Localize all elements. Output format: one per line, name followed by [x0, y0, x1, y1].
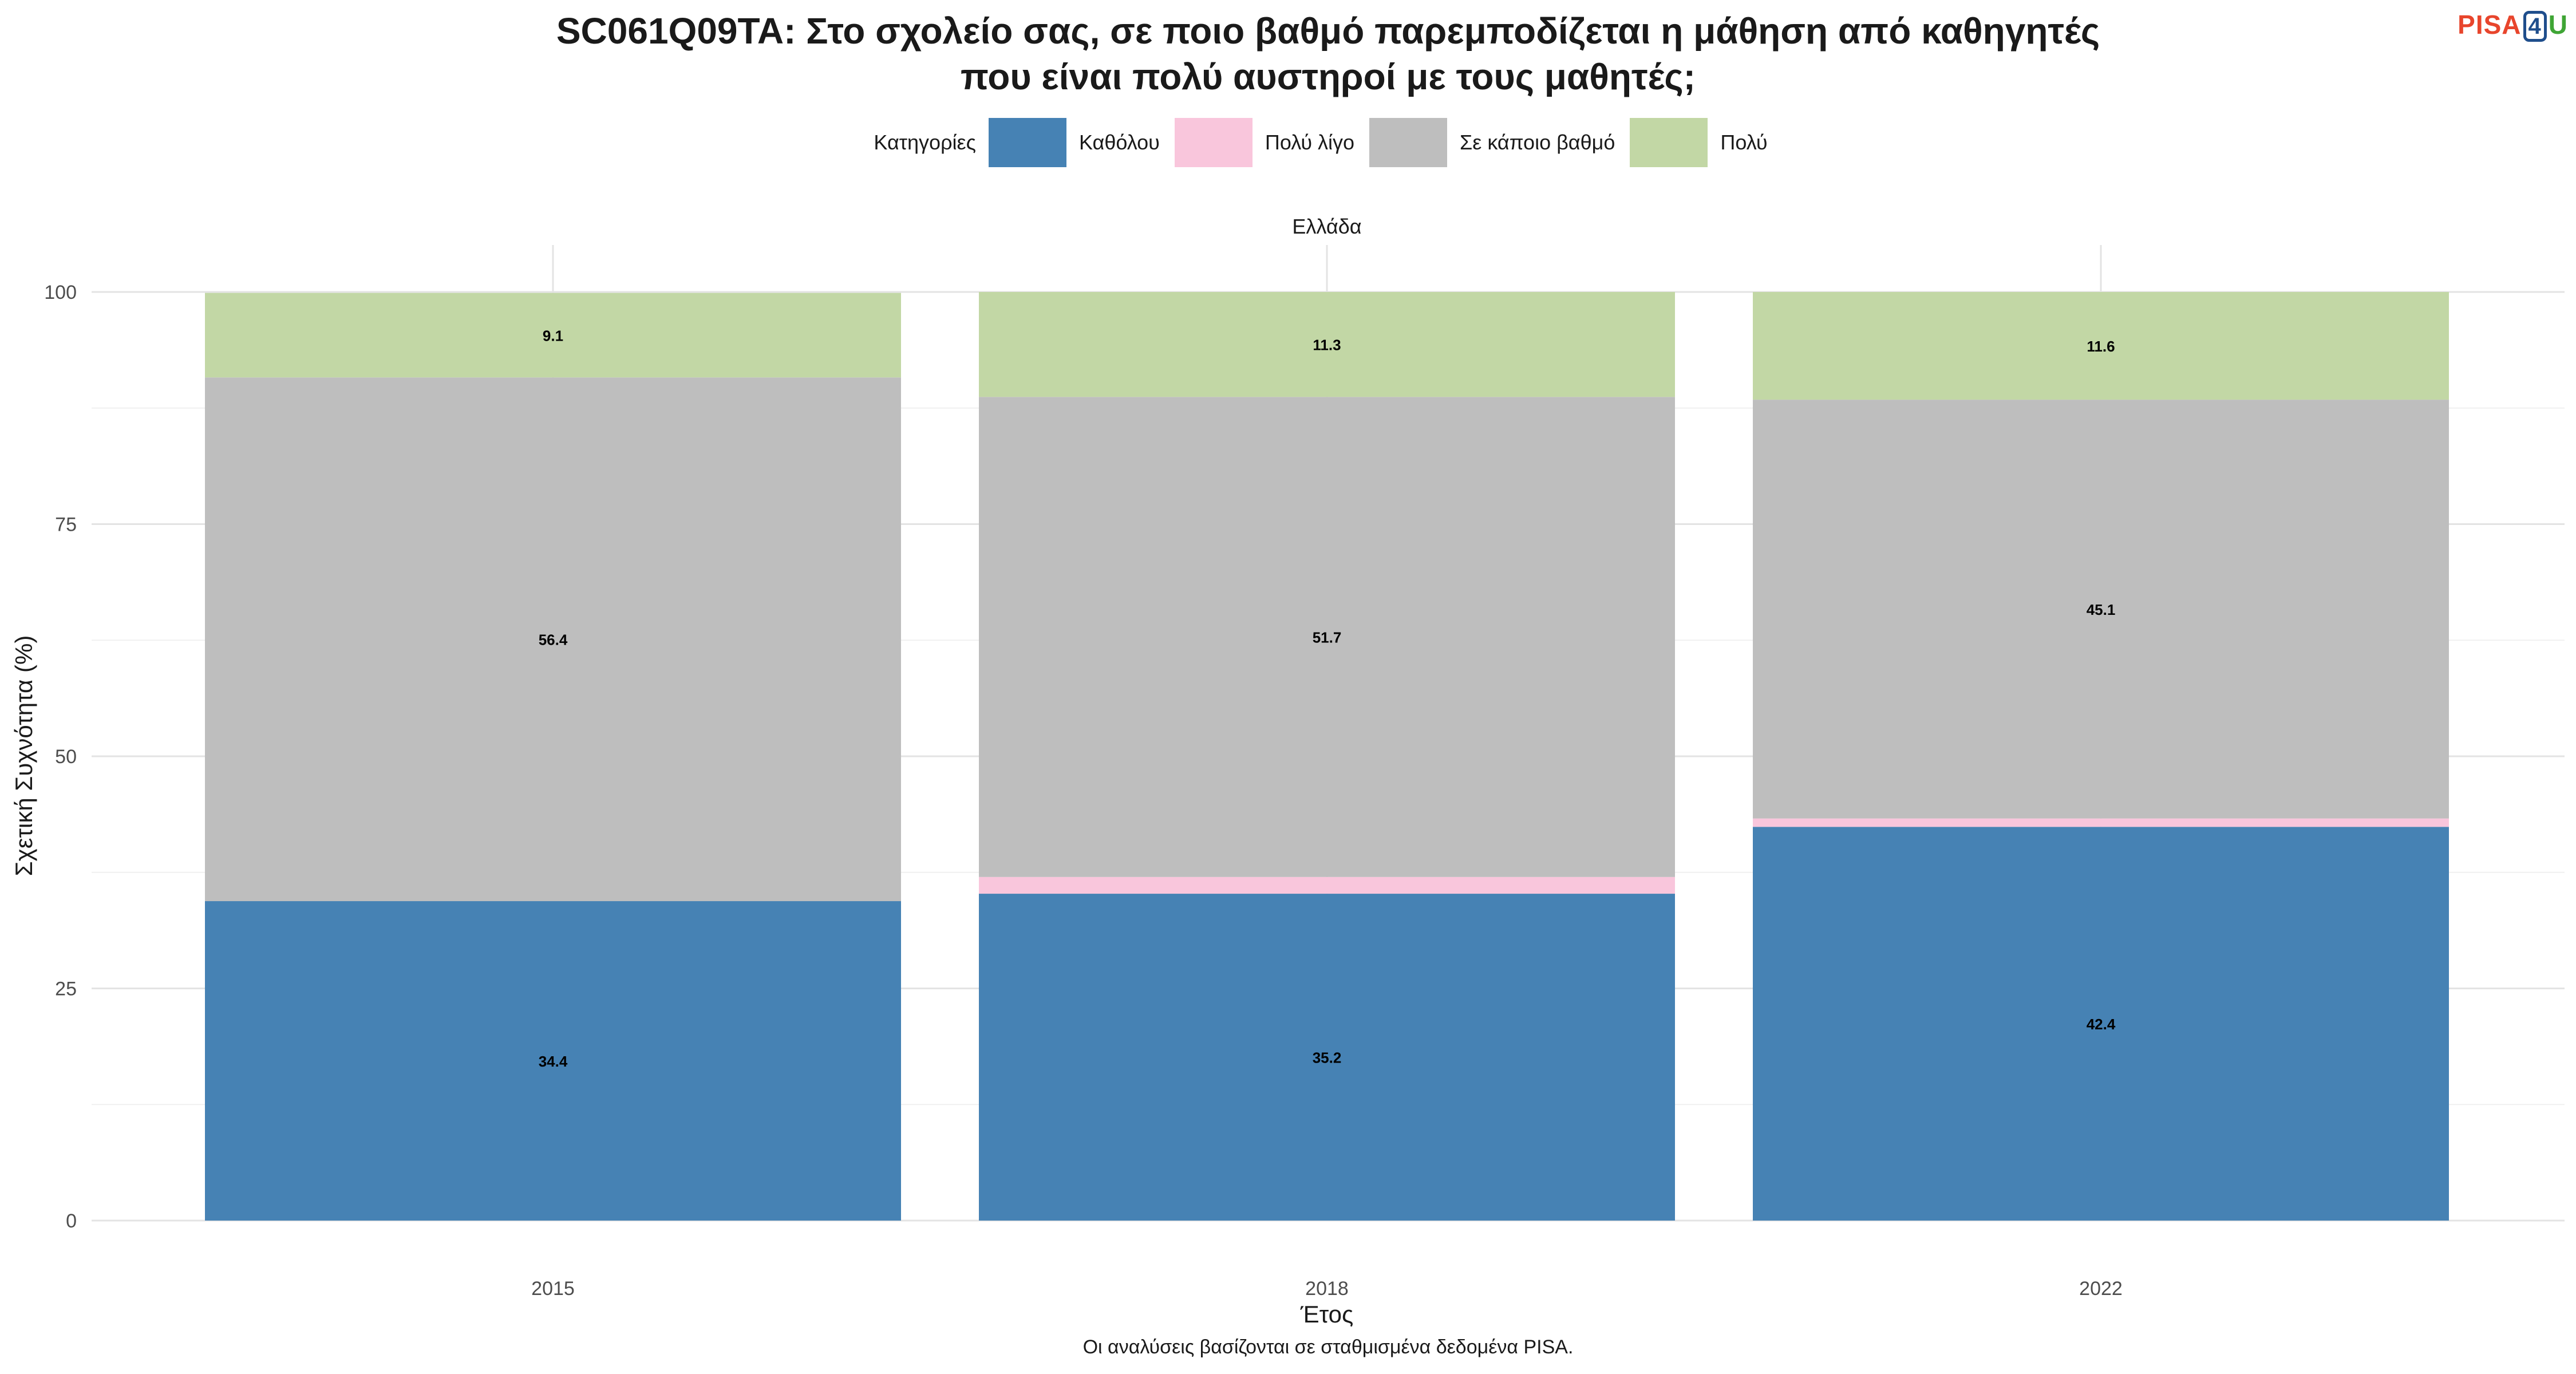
data-label: 56.4 — [539, 631, 568, 649]
bar-segment — [1753, 827, 2449, 1221]
data-label: 9.1 — [543, 327, 563, 344]
data-label: 42.4 — [2087, 1016, 2116, 1033]
data-label: 51.7 — [1313, 629, 1342, 646]
data-label: 11.6 — [2087, 338, 2115, 355]
legend-label: Καθόλου — [1078, 131, 1160, 154]
chart-caption: Οι αναλύσεις βασίζονται σε σταθμισμένα δ… — [1082, 1336, 1574, 1358]
chart-title-line-1: SC061Q09TA: Στο σχολείο σας, σε ποιο βαθ… — [556, 10, 2100, 52]
bar-segment — [205, 901, 901, 1221]
legend-swatch — [1369, 118, 1448, 167]
bar-segment — [205, 293, 901, 378]
legend-title: Κατηγορίες — [874, 131, 976, 154]
data-label: 34.4 — [539, 1053, 568, 1070]
legend: Κατηγορίες Καθόλου Πολύ λίγο Σε κάποιο βαθ… — [0, 118, 2576, 167]
y-tick-label: 0 — [66, 1210, 77, 1232]
legend-item: Πολύ λίγο — [1174, 118, 1369, 167]
x-tick-label: 2022 — [2079, 1278, 2123, 1300]
legend-label: Σε κάποιο βαθμό — [1460, 131, 1615, 154]
y-axis-title: Σχετική Συχνότητα (%) — [10, 635, 37, 876]
legend-item: Καθόλου — [988, 118, 1175, 167]
bar-segment — [1753, 818, 2449, 827]
bar-segment — [1753, 400, 2449, 819]
bar-segment — [979, 876, 1675, 894]
data-label: 11.3 — [1313, 337, 1341, 354]
bar-segment — [979, 894, 1675, 1221]
bar-segment — [979, 292, 1675, 397]
pisa4u-logo: PISA 4 U — [2458, 9, 2568, 42]
legend-item: Πολύ — [1630, 118, 1782, 167]
legend-item: Σε κάποιο βαθμό — [1369, 118, 1630, 167]
legend-label: Πολύ — [1720, 131, 1768, 154]
chart-title-line-2: που είναι πολύ αυστηροί με τους μαθητές; — [961, 56, 1696, 97]
chart-title: SC061Q09TA: Στο σχολείο σας, σε ποιο βαθ… — [0, 8, 2576, 100]
legend-swatch — [988, 118, 1066, 167]
legend-swatch — [1630, 118, 1708, 167]
legend-swatch — [1174, 118, 1253, 167]
x-axis-title: Έτος — [1300, 1301, 1354, 1328]
bar-segment — [979, 397, 1675, 877]
x-tick-label: 2018 — [1305, 1278, 1349, 1300]
bar-segment — [205, 377, 901, 902]
y-tick-label: 50 — [55, 746, 77, 768]
y-tick-label: 75 — [55, 514, 77, 536]
x-tick-label: 2015 — [531, 1278, 575, 1300]
data-label: 35.2 — [1313, 1049, 1342, 1067]
bar-segment — [1753, 292, 2449, 400]
data-label: 45.1 — [2087, 601, 2116, 618]
facet-label: Ελλάδα — [1292, 215, 1361, 238]
y-tick-label: 100 — [44, 282, 77, 303]
y-tick-label: 25 — [55, 978, 77, 1000]
legend-label: Πολύ λίγο — [1265, 131, 1355, 154]
